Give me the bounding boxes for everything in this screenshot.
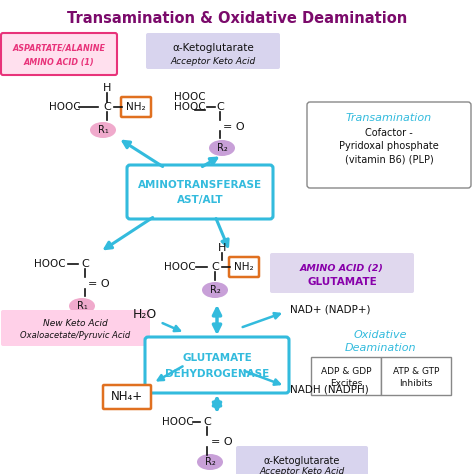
Text: Inhibits: Inhibits <box>399 380 433 389</box>
Text: HOOC: HOOC <box>174 92 206 102</box>
Text: New Keto Acid: New Keto Acid <box>43 319 108 328</box>
Text: HOOC: HOOC <box>164 262 196 272</box>
Text: AMINO ACID (2): AMINO ACID (2) <box>300 264 384 273</box>
Text: DEHYDROGENASE: DEHYDROGENASE <box>165 369 269 379</box>
Text: α-Ketoglutarate: α-Ketoglutarate <box>264 456 340 466</box>
Text: C: C <box>203 417 211 427</box>
FancyBboxPatch shape <box>311 357 381 395</box>
Ellipse shape <box>197 454 223 470</box>
Text: NADH (NADPH): NADH (NADPH) <box>290 385 369 395</box>
FancyBboxPatch shape <box>270 253 414 293</box>
FancyBboxPatch shape <box>381 357 451 395</box>
Ellipse shape <box>90 122 116 138</box>
Text: Excites: Excites <box>330 380 362 389</box>
Text: H: H <box>103 83 111 93</box>
Text: HOOC: HOOC <box>34 259 66 269</box>
Text: (vitamin B6) (PLP): (vitamin B6) (PLP) <box>345 154 433 164</box>
Text: R₂: R₂ <box>217 143 228 153</box>
FancyBboxPatch shape <box>127 165 273 219</box>
Text: Oxaloacetate/Pyruvic Acid: Oxaloacetate/Pyruvic Acid <box>20 331 130 340</box>
Text: NAD+ (NADP+): NAD+ (NADP+) <box>290 305 371 315</box>
Ellipse shape <box>209 140 235 156</box>
Ellipse shape <box>202 282 228 298</box>
Text: R₂: R₂ <box>210 285 220 295</box>
Text: Deamination: Deamination <box>344 343 416 353</box>
Text: R₁: R₁ <box>77 301 87 311</box>
Text: α-Ketoglutarate: α-Ketoglutarate <box>172 43 254 53</box>
Text: GLUTAMATE: GLUTAMATE <box>307 277 377 287</box>
Text: NH₂: NH₂ <box>234 262 254 272</box>
FancyBboxPatch shape <box>229 257 259 277</box>
Text: Transamination & Oxidative Deamination: Transamination & Oxidative Deamination <box>67 10 407 26</box>
FancyBboxPatch shape <box>1 310 150 346</box>
Text: R₁: R₁ <box>98 125 109 135</box>
Text: = O: = O <box>88 279 110 289</box>
Text: AST/ALT: AST/ALT <box>177 195 223 205</box>
Text: C: C <box>81 259 89 269</box>
Text: C: C <box>211 262 219 272</box>
FancyBboxPatch shape <box>307 102 471 188</box>
FancyBboxPatch shape <box>145 337 289 393</box>
Text: C: C <box>216 102 224 112</box>
Text: Pyridoxal phosphate: Pyridoxal phosphate <box>339 141 439 151</box>
Text: Acceptor Keto Acid: Acceptor Keto Acid <box>170 56 255 65</box>
Text: Transamination: Transamination <box>346 113 432 123</box>
Text: Cofactor -: Cofactor - <box>365 128 413 138</box>
FancyBboxPatch shape <box>146 33 280 69</box>
FancyBboxPatch shape <box>236 446 368 474</box>
FancyBboxPatch shape <box>103 385 151 409</box>
Text: H: H <box>218 243 226 253</box>
Text: ADP & GDP: ADP & GDP <box>321 366 371 375</box>
Text: NH₄+: NH₄+ <box>111 391 143 403</box>
Text: ASPARTATE/ALANINE: ASPARTATE/ALANINE <box>12 44 106 53</box>
Text: ATP & GTP: ATP & GTP <box>393 366 439 375</box>
Text: C: C <box>103 102 111 112</box>
Text: HOOC: HOOC <box>49 102 81 112</box>
Text: HOOC: HOOC <box>162 417 194 427</box>
Text: NH₂: NH₂ <box>126 102 146 112</box>
FancyBboxPatch shape <box>121 97 151 117</box>
Text: Acceptor Keto Acid: Acceptor Keto Acid <box>259 467 345 474</box>
Text: Oxidative: Oxidative <box>353 330 407 340</box>
FancyBboxPatch shape <box>1 33 117 75</box>
Text: H₂O: H₂O <box>133 309 157 321</box>
Text: = O: = O <box>211 437 233 447</box>
Text: = O: = O <box>223 122 245 132</box>
Text: HOOC: HOOC <box>174 102 206 112</box>
Ellipse shape <box>69 298 95 314</box>
Text: AMINO ACID (1): AMINO ACID (1) <box>24 57 94 66</box>
Text: AMINOTRANSFERASE: AMINOTRANSFERASE <box>138 180 262 190</box>
Text: R₂: R₂ <box>205 457 215 467</box>
Text: GLUTAMATE: GLUTAMATE <box>182 353 252 363</box>
